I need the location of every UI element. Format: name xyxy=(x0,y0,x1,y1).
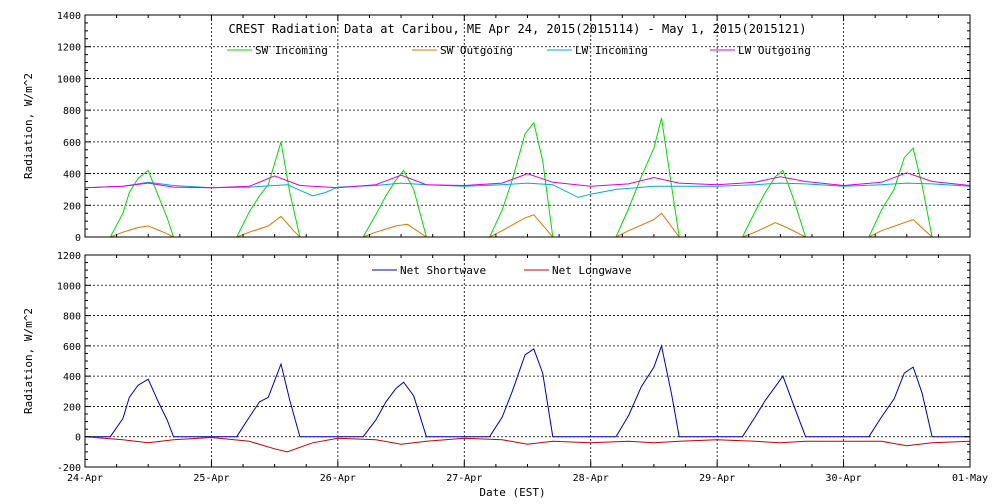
panel2-series-net-longwave xyxy=(84,436,971,453)
xtick-label: 01-May xyxy=(952,473,988,484)
panel1-ytick-label: 1400 xyxy=(57,11,81,22)
chart-title: CREST Radiation Data at Caribou, ME Apr … xyxy=(229,22,807,36)
panel2-ytick-label: 1000 xyxy=(57,281,81,292)
panel2-ytick-label: 1200 xyxy=(57,251,81,262)
panel1-legend-label: SW Incoming xyxy=(255,44,328,57)
xlabel: Date (EST) xyxy=(479,486,545,499)
panel1-ytick-label: 0 xyxy=(75,233,81,244)
panel1-ytick-label: 600 xyxy=(63,138,81,149)
panel1-legend-label: LW Outgoing xyxy=(738,44,811,57)
panel2-ytick-label: 400 xyxy=(63,372,81,383)
panel2-ytick-label: 600 xyxy=(63,342,81,353)
panel1-ytick-label: 200 xyxy=(63,201,81,212)
panel2-ytick-label: 200 xyxy=(63,402,81,413)
xtick-label: 29-Apr xyxy=(699,473,735,484)
xtick-label: 27-Apr xyxy=(446,473,482,484)
xtick-label: 28-Apr xyxy=(573,473,609,484)
panel2-ytick-label: -200 xyxy=(57,463,81,474)
panel1-ylabel: Radiation, W/m^2 xyxy=(22,73,35,179)
xtick-label: 24-Apr xyxy=(67,473,103,484)
panel2-ytick-label: 0 xyxy=(75,433,81,444)
xtick-label: 25-Apr xyxy=(193,473,229,484)
panel1-series-lw-outgoing xyxy=(84,172,971,189)
panel2-ytick-label: 800 xyxy=(63,312,81,323)
xtick-label: 30-Apr xyxy=(826,473,862,484)
panel1-ytick-label: 1000 xyxy=(57,74,81,85)
panel2-ylabel: Radiation, W/m^2 xyxy=(22,308,35,414)
panel1-ytick-label: 800 xyxy=(63,106,81,117)
panel2-legend-label: Net Shortwave xyxy=(400,264,486,277)
panel2-legend-label: Net Longwave xyxy=(552,264,631,277)
panel1-ytick-label: 400 xyxy=(63,170,81,181)
panel1-legend-label: LW Incoming xyxy=(575,44,648,57)
panel1-ytick-label: 1200 xyxy=(57,43,81,54)
xtick-label: 26-Apr xyxy=(320,473,356,484)
panel1-series-lw-incoming xyxy=(84,181,971,198)
panel2-series-net-shortwave xyxy=(85,344,970,438)
panel1-legend-label: SW Outgoing xyxy=(440,44,513,57)
